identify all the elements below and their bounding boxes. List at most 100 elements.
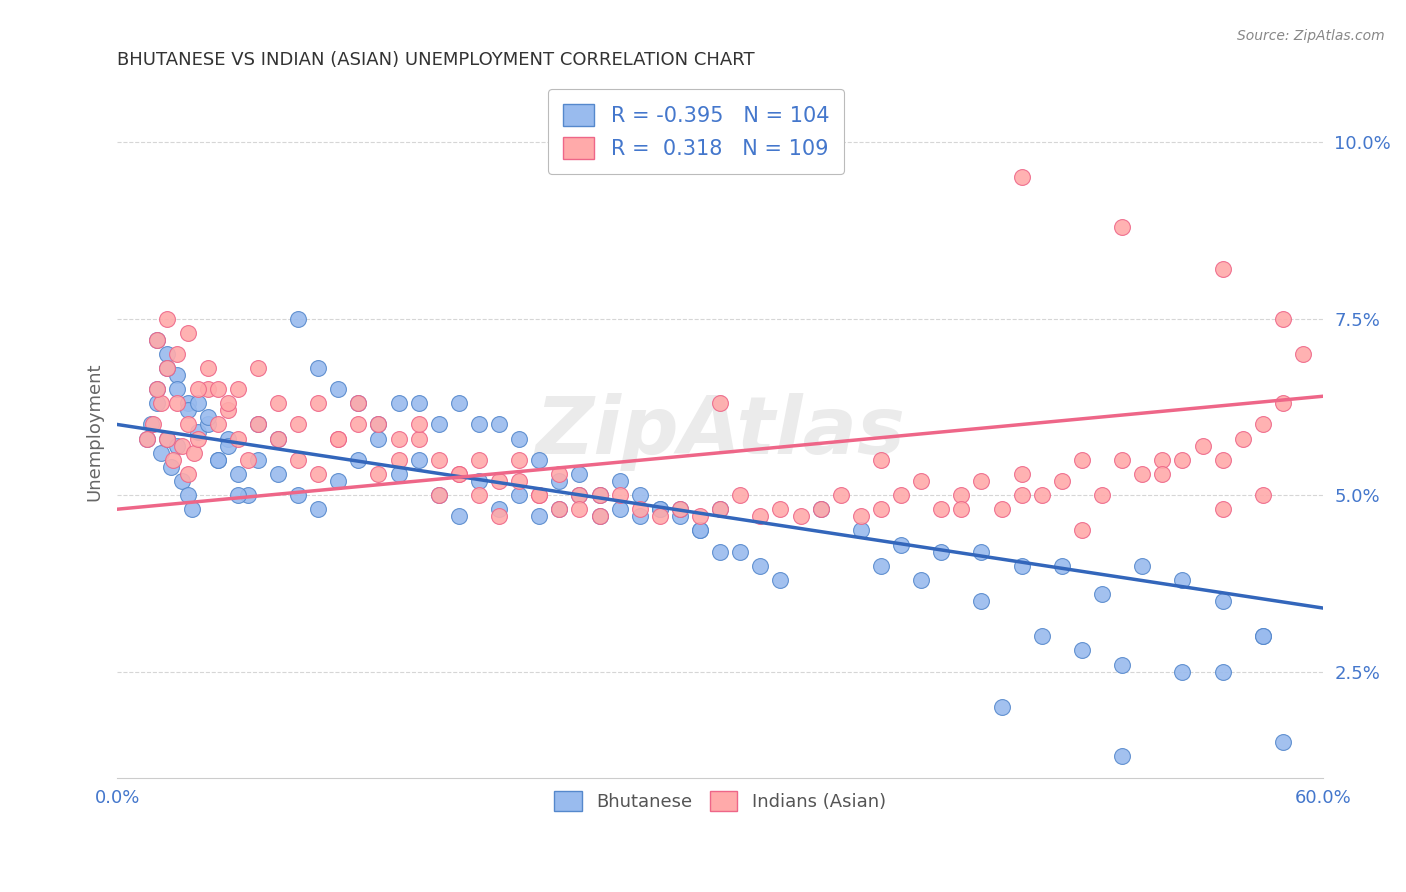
Point [408, 432, 430, 446]
Point [176, 326, 198, 340]
Point [166, 368, 188, 382]
Legend: Bhutanese, Indians (Asian): Bhutanese, Indians (Asian) [541, 779, 898, 824]
Point [1011, 170, 1033, 185]
Point [226, 432, 249, 446]
Point [367, 417, 389, 432]
Point [929, 502, 952, 516]
Point [287, 311, 309, 326]
Point [408, 452, 430, 467]
Point [609, 474, 631, 488]
Point [769, 573, 792, 587]
Point [176, 417, 198, 432]
Point [568, 502, 591, 516]
Point [427, 417, 450, 432]
Point [287, 417, 309, 432]
Point [730, 488, 752, 502]
Point [488, 474, 510, 488]
Point [136, 432, 159, 446]
Point [970, 544, 993, 558]
Point [709, 544, 731, 558]
Point [1251, 417, 1274, 432]
Point [447, 467, 470, 481]
Point [408, 396, 430, 410]
Point [870, 558, 893, 573]
Point [970, 474, 993, 488]
Point [307, 502, 329, 516]
Point [156, 432, 179, 446]
Point [217, 439, 239, 453]
Point [1071, 524, 1094, 538]
Point [910, 573, 932, 587]
Point [548, 502, 571, 516]
Point [226, 488, 249, 502]
Point [508, 452, 530, 467]
Point [267, 432, 290, 446]
Point [669, 502, 692, 516]
Point [468, 417, 491, 432]
Point [890, 488, 912, 502]
Point [1152, 467, 1174, 481]
Point [180, 502, 202, 516]
Point [166, 439, 188, 453]
Point [387, 467, 409, 481]
Point [1031, 629, 1053, 643]
Point [142, 417, 165, 432]
Point [387, 396, 409, 410]
Point [236, 488, 259, 502]
Point [197, 361, 219, 376]
Point [1091, 587, 1114, 601]
Point [1031, 488, 1053, 502]
Point [170, 439, 193, 453]
Point [156, 432, 179, 446]
Point [529, 488, 551, 502]
Point [146, 382, 169, 396]
Point [529, 509, 551, 524]
Point [150, 396, 173, 410]
Point [508, 432, 530, 446]
Point [447, 509, 470, 524]
Point [367, 432, 389, 446]
Point [328, 432, 350, 446]
Point [1091, 488, 1114, 502]
Point [187, 396, 209, 410]
Point [347, 396, 370, 410]
Point [1011, 558, 1033, 573]
Point [347, 396, 370, 410]
Point [588, 488, 610, 502]
Point [1171, 452, 1194, 467]
Point [246, 417, 269, 432]
Point [849, 524, 872, 538]
Point [568, 488, 591, 502]
Point [870, 452, 893, 467]
Point [468, 474, 491, 488]
Point [197, 410, 219, 425]
Point [669, 509, 692, 524]
Point [267, 467, 290, 481]
Point [709, 502, 731, 516]
Point [427, 488, 450, 502]
Point [508, 488, 530, 502]
Point [183, 446, 205, 460]
Point [207, 382, 229, 396]
Point [488, 502, 510, 516]
Point [328, 382, 350, 396]
Point [141, 417, 163, 432]
Point [810, 502, 832, 516]
Point [447, 396, 470, 410]
Point [1050, 558, 1073, 573]
Point [287, 452, 309, 467]
Point [1171, 665, 1194, 679]
Point [548, 502, 571, 516]
Point [307, 361, 329, 376]
Point [347, 452, 370, 467]
Point [226, 467, 249, 481]
Point [347, 417, 370, 432]
Point [548, 474, 571, 488]
Point [217, 396, 239, 410]
Point [1251, 629, 1274, 643]
Point [929, 544, 952, 558]
Point [197, 382, 219, 396]
Point [669, 502, 692, 516]
Point [150, 446, 173, 460]
Point [548, 467, 571, 481]
